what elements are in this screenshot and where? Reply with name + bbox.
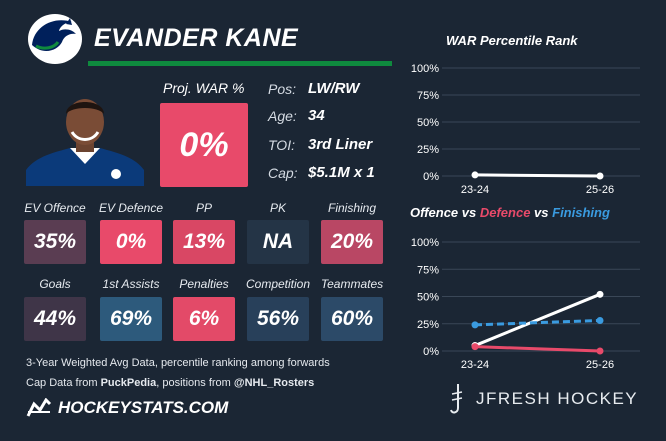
- pos-value: LW/RW: [308, 80, 360, 97]
- hockeystats-text: HOCKEYSTATS.COM: [58, 398, 229, 417]
- stat-label-goals: Goals: [39, 277, 71, 291]
- y-tick-label: 50%: [417, 117, 439, 129]
- pos-label: Pos:: [268, 81, 297, 97]
- footnote-cap-source: Cap Data from PuckPedia, positions from …: [26, 377, 314, 389]
- jfresh-brand: JFRESH HOCKEY: [448, 382, 638, 416]
- y-tick-label: 100%: [411, 63, 439, 75]
- footnote-cap-prefix: Cap Data from: [26, 377, 101, 389]
- hockeystats-brand: HOCKEYSTATS.COM: [26, 398, 228, 418]
- cap-value: $5.1M x 1: [308, 164, 375, 181]
- y-tick-label: 75%: [417, 90, 439, 102]
- offence-defence-finishing-chart: 0% 25% 50% 75% 100% 23-24 25-26: [411, 237, 640, 370]
- jfresh-logo-icon: [450, 384, 463, 414]
- proj-war-label: Proj. WAR %: [163, 80, 245, 96]
- title-vs-1: vs: [458, 205, 480, 220]
- toi-value: 3rd Liner: [308, 136, 373, 153]
- title-defence: Defence: [479, 205, 531, 220]
- stat-value-teammates: 60%: [321, 297, 383, 341]
- data-point: [596, 316, 604, 324]
- y-tick-label: 25%: [417, 319, 439, 331]
- y-tick-label: 50%: [417, 292, 439, 304]
- toi-label: TOI:: [268, 137, 295, 153]
- stat-label-1st-assists: 1st Assists: [102, 277, 160, 291]
- war-percentile-chart: 0% 25% 50% 75% 100% 23-24 25-26: [411, 63, 640, 196]
- footnote-puckpedia: PuckPedia: [100, 377, 157, 389]
- data-point: [596, 172, 604, 180]
- stat-label-ev-defence: EV Defence: [98, 201, 164, 215]
- series-line: [474, 173, 601, 178]
- footnote-data-source: 3-Year Weighted Avg Data, percentile ran…: [26, 357, 330, 369]
- x-tick-label: 23-24: [461, 184, 489, 196]
- team-logo-icon: [28, 14, 82, 64]
- ovd-chart-title: Offence vs Defence vs Finishing: [410, 205, 610, 220]
- data-point: [471, 171, 479, 179]
- title-offence: Offence: [410, 205, 459, 220]
- data-point: [471, 343, 479, 351]
- title-vs-2: vs: [530, 205, 553, 220]
- x-tick-label: 25-26: [586, 184, 614, 196]
- y-tick-label: 0%: [423, 171, 439, 183]
- x-tick-label: 25-26: [586, 359, 614, 370]
- stat-label-competition: Competition: [245, 277, 311, 291]
- proj-war-value: 0%: [160, 103, 248, 187]
- series-line: [474, 318, 601, 327]
- jfresh-text: JFRESH HOCKEY: [476, 389, 639, 408]
- name-underline: [88, 61, 392, 66]
- footnote-nhl-rosters: @NHL_Rosters: [233, 377, 315, 389]
- stat-label-teammates: Teammates: [320, 277, 384, 291]
- y-tick-label: 75%: [417, 264, 439, 276]
- stat-value-penalties: 6%: [173, 297, 235, 341]
- stat-label-ev-offence: EV Offence: [24, 201, 86, 215]
- stat-value-pk: NA: [247, 220, 309, 264]
- data-point: [471, 321, 479, 329]
- data-point: [596, 290, 604, 298]
- hockeystats-logo-icon: [26, 398, 52, 417]
- stat-value-finishing: 20%: [321, 220, 383, 264]
- y-tick-label: 0%: [423, 346, 439, 358]
- player-name: EVANDER KANE: [94, 24, 299, 52]
- stat-value-competition: 56%: [247, 297, 309, 341]
- age-value: 34: [308, 107, 325, 124]
- y-tick-label: 25%: [417, 144, 439, 156]
- series-line: [474, 345, 601, 353]
- stat-value-1st-assists: 69%: [100, 297, 162, 341]
- stat-value-ev-defence: 0%: [100, 220, 162, 264]
- stat-value-goals: 44%: [24, 297, 86, 341]
- war-chart-title: WAR Percentile Rank: [446, 33, 578, 48]
- series-line: [474, 292, 601, 347]
- data-point: [596, 347, 604, 355]
- stat-label-pp: PP: [195, 201, 212, 215]
- footnote-cap-middle: , positions from: [156, 377, 234, 389]
- stat-label-penalties: Penalties: [179, 277, 229, 291]
- cap-label: Cap:: [268, 165, 298, 181]
- player-headshot-icon: [26, 99, 144, 186]
- x-tick-label: 23-24: [461, 359, 489, 370]
- age-label: Age:: [268, 108, 297, 124]
- stat-label-pk: PK: [269, 201, 286, 215]
- title-finishing: Finishing: [552, 205, 610, 220]
- y-tick-label: 100%: [411, 237, 439, 249]
- stat-value-ev-offence: 35%: [24, 220, 86, 264]
- stat-value-pp: 13%: [173, 220, 235, 264]
- stat-label-finishing: Finishing: [327, 201, 377, 215]
